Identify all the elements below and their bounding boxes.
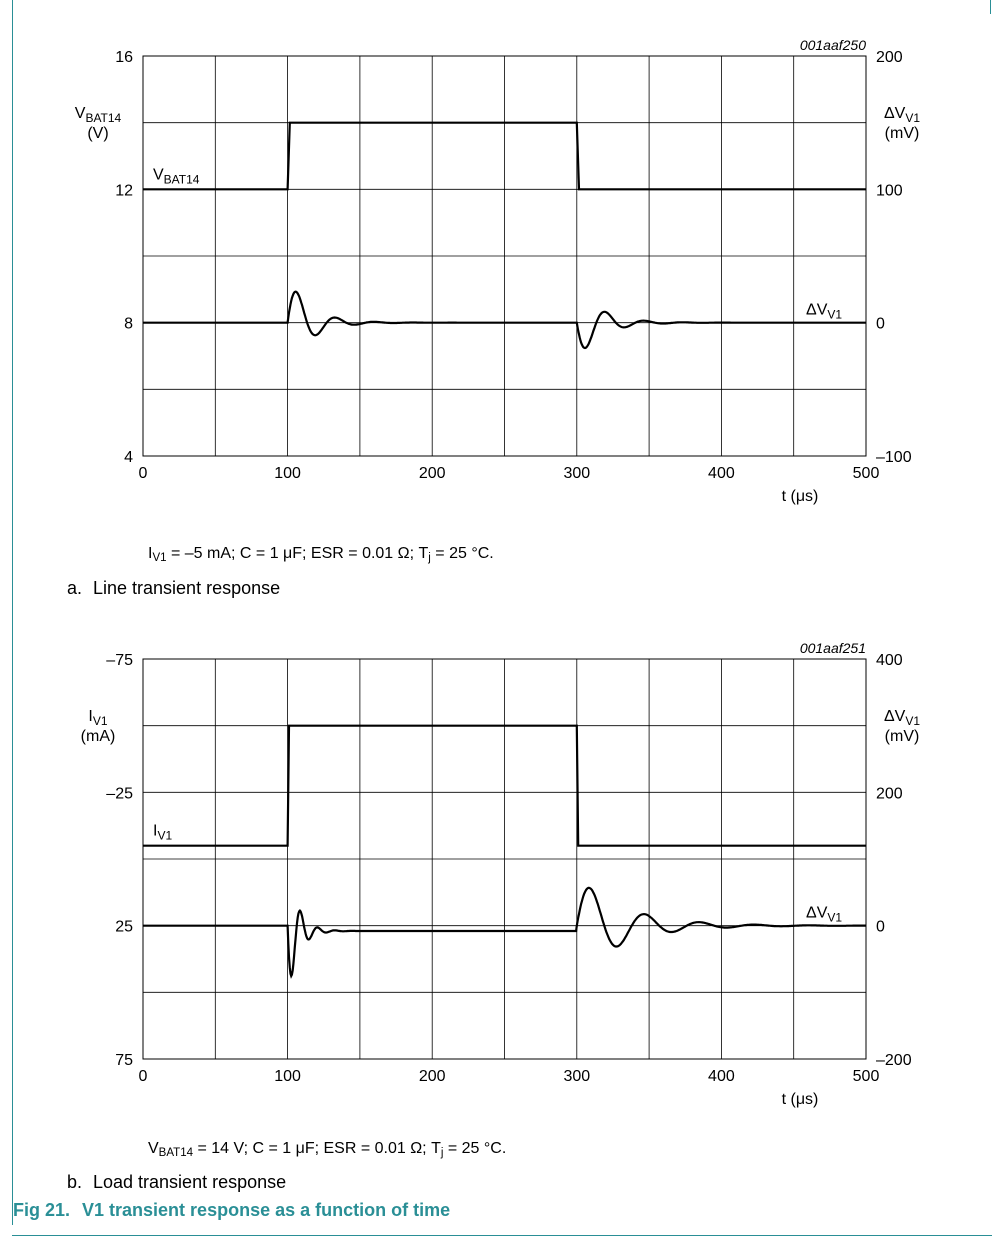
load-chart-left-axis-title: IV1 <box>88 708 107 728</box>
load-chart-right-tick-label: 0 <box>876 919 885 936</box>
load-chart-x-tick-label: 400 <box>708 1068 735 1085</box>
load-chart-left-tick-label: 25 <box>115 919 133 936</box>
line-chart-series-response-label: ΔVV1 <box>806 302 842 322</box>
line-chart-right-tick-label: 0 <box>876 316 885 333</box>
load-chart-right-axis-title: ΔVV1 <box>884 708 920 728</box>
line-chart-left-tick-label: 16 <box>115 49 133 66</box>
figure-caption: Fig 21. V1 transient response as a functi… <box>13 1200 450 1221</box>
line-chart-left-tick-label: 8 <box>124 316 133 333</box>
line-chart-right-tick-label: –100 <box>876 449 912 466</box>
load-chart-x-tick-label: 0 <box>139 1068 148 1085</box>
subcaption-text-a: Line transient response <box>93 578 281 598</box>
frame-border-left <box>12 0 13 1225</box>
line-chart-right-axis-title: ΔVV1 <box>884 105 920 125</box>
subcaption-text-b: Load transient response <box>93 1172 287 1192</box>
line-chart-left-tick-label: 12 <box>115 182 133 199</box>
line-chart-x-tick-label: 0 <box>139 465 148 482</box>
line-chart-left-axis-title: VBAT14 <box>75 105 122 125</box>
load-chart-x-tick-label: 300 <box>563 1068 590 1085</box>
line-chart-series-step-label: VBAT14 <box>153 166 200 186</box>
load-chart-x-axis-label: t (μs) <box>782 1091 819 1108</box>
line-chart-x-axis-label: t (μs) <box>782 488 819 505</box>
figure-number: Fig 21. <box>13 1200 71 1220</box>
load-chart-right-tick-label: –200 <box>876 1052 912 1069</box>
load-chart-right-tick-label: 200 <box>876 785 903 802</box>
load-chart-left-axis-unit: (mA) <box>81 728 116 745</box>
line-chart-plot-frame <box>142 55 867 457</box>
subcaption-load-transient: b. Load transient response <box>67 1172 286 1193</box>
load-chart-id-code: 001aaf251 <box>800 640 866 656</box>
load-chart-x-tick-label: 500 <box>853 1068 880 1085</box>
load-chart-series-step <box>143 724 866 847</box>
load-chart-left-tick-label: –25 <box>106 785 133 802</box>
load-chart-series-step-label: IV1 <box>153 823 172 843</box>
line-chart-series-response <box>143 290 866 350</box>
load-chart-right-axis-unit: (mV) <box>885 728 920 745</box>
conditions-line-transient: IV1 = –5 mA; C = 1 μF; ESR = 0.01 Ω; Tj … <box>148 545 494 564</box>
line-chart-x-tick-label: 200 <box>419 465 446 482</box>
line-chart-x-tick-label: 100 <box>274 465 301 482</box>
conditions-load-transient: VBAT14 = 14 V; C = 1 μF; ESR = 0.01 Ω; T… <box>148 1140 507 1159</box>
line-chart-x-tick-label: 500 <box>853 465 880 482</box>
load-chart-series-response <box>143 886 866 979</box>
line-chart-right-axis-unit: (mV) <box>885 125 920 142</box>
load-chart-left-tick-label: –75 <box>106 652 133 669</box>
frame-border-right <box>990 0 991 14</box>
line-chart-left-axis-unit: (V) <box>87 125 108 142</box>
figure-title: V1 transient response as a function of t… <box>82 1200 451 1220</box>
line-chart-series-step <box>143 121 866 191</box>
line-chart-id-code: 001aaf250 <box>800 37 866 53</box>
line-chart-x-tick-label: 400 <box>708 465 735 482</box>
load-chart-left-tick-label: 75 <box>115 1052 133 1069</box>
frame-border-bottom <box>12 1235 992 1236</box>
subcaption-line-transient: a. Line transient response <box>67 578 280 599</box>
line-chart-left-tick-label: 4 <box>124 449 133 466</box>
load-chart-plot-frame <box>142 658 867 1060</box>
load-chart-x-tick-label: 200 <box>419 1068 446 1085</box>
line-chart-right-tick-label: 100 <box>876 182 903 199</box>
load-chart-right-tick-label: 400 <box>876 652 903 669</box>
line-chart-right-tick-label: 200 <box>876 49 903 66</box>
subcaption-letter-b: b. <box>67 1172 83 1192</box>
line-chart-x-tick-label: 300 <box>563 465 590 482</box>
load-chart-x-tick-label: 100 <box>274 1068 301 1085</box>
load-chart-series-response-label: ΔVV1 <box>806 905 842 925</box>
subcaption-letter-a: a. <box>67 578 83 598</box>
